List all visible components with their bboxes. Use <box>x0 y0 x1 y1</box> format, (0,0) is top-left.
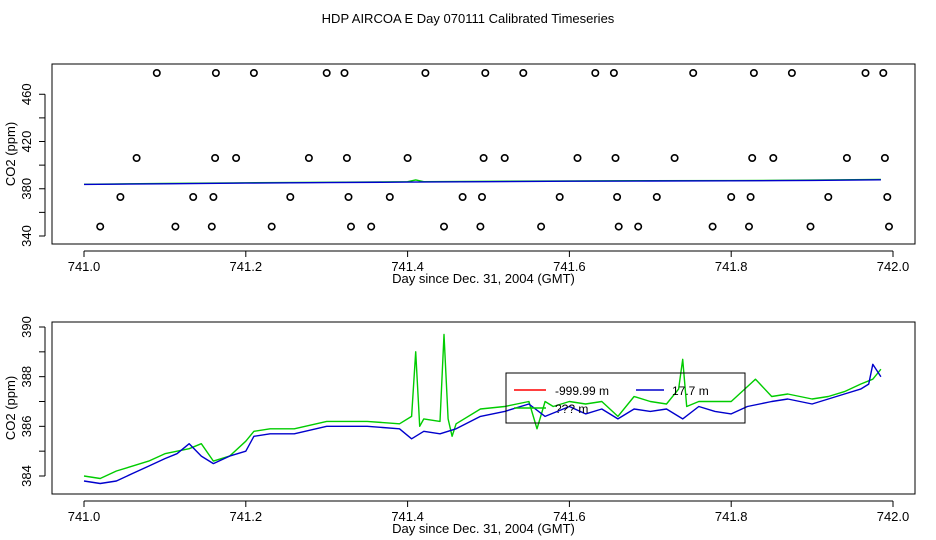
x-tick-label: 741.2 <box>230 509 263 524</box>
y-tick-label: 384 <box>19 465 34 487</box>
data-point <box>861 69 870 78</box>
data-point <box>367 222 376 231</box>
data-point <box>116 193 125 202</box>
data-point <box>340 69 349 78</box>
data-point <box>519 69 528 78</box>
x-tick-label: 741.2 <box>230 259 263 274</box>
data-point <box>479 154 488 163</box>
data-point <box>232 154 241 163</box>
x-tick-label: 741.8 <box>715 259 748 274</box>
data-point <box>342 154 351 163</box>
data-point <box>634 222 643 231</box>
x-tick-label: 741.4 <box>391 259 424 274</box>
y-tick-label: 420 <box>19 131 34 153</box>
data-point <box>609 69 618 78</box>
x-tick-label: 742.0 <box>877 259 910 274</box>
x-tick-label: 741.4 <box>391 509 424 524</box>
data-point <box>611 154 620 163</box>
data-point <box>591 69 600 78</box>
data-point <box>883 193 892 202</box>
plot-frame <box>51 63 916 245</box>
series-line-1 <box>83 363 882 485</box>
data-point <box>481 69 490 78</box>
data-point <box>748 154 757 163</box>
series-line-blue <box>83 179 881 186</box>
data-point <box>613 193 622 202</box>
x-tick-label: 741.8 <box>715 509 748 524</box>
x-axis-label: Day since Dec. 31, 2004 (GMT) <box>392 521 575 536</box>
data-point <box>842 154 851 163</box>
data-point <box>500 154 509 163</box>
data-point <box>806 222 815 231</box>
plot-frame <box>51 321 916 495</box>
data-point <box>458 193 467 202</box>
x-tick-label: 741.6 <box>553 509 586 524</box>
x-axis-label: Day since Dec. 31, 2004 (GMT) <box>392 271 575 286</box>
data-point <box>769 154 778 163</box>
data-point <box>211 154 220 163</box>
x-tick-label: 742.0 <box>877 509 910 524</box>
y-tick-label: 386 <box>19 415 34 437</box>
data-point <box>670 154 679 163</box>
data-point <box>249 69 258 78</box>
data-point <box>346 222 355 231</box>
data-point <box>211 69 220 78</box>
data-point <box>403 154 412 163</box>
data-point <box>304 154 313 163</box>
data-point <box>746 193 755 202</box>
data-point <box>689 69 698 78</box>
x-tick-label: 741.6 <box>553 259 586 274</box>
legend: -999.99 m 17.7 m ??? m <box>505 372 746 424</box>
legend-label: ??? m <box>555 402 588 416</box>
data-point <box>267 222 276 231</box>
data-point <box>555 193 564 202</box>
data-point <box>652 193 661 202</box>
data-point <box>96 222 105 231</box>
data-point <box>708 222 717 231</box>
data-point <box>884 222 893 231</box>
y-tick-label: 340 <box>19 225 34 247</box>
data-point <box>573 154 582 163</box>
data-point <box>189 193 198 202</box>
y-tick-label: 460 <box>19 83 34 105</box>
data-point <box>727 193 736 202</box>
data-point <box>477 193 486 202</box>
legend-label: -999.99 m <box>555 384 609 398</box>
y-axis-label: CO2 (ppm) <box>3 122 18 186</box>
data-point <box>879 69 888 78</box>
data-point <box>344 193 353 202</box>
data-point <box>286 193 295 202</box>
data-point <box>152 69 161 78</box>
bottom-line-panel: 741.0 741.2 741.4 741.6 741.8 742.0 Day since … <box>3 316 916 536</box>
legend-label: 17.7 m <box>672 384 709 398</box>
y-tick-label: 380 <box>19 178 34 200</box>
data-point <box>439 222 448 231</box>
legend-box <box>505 372 746 424</box>
data-point <box>787 69 796 78</box>
data-point <box>880 154 889 163</box>
y-tick-label: 390 <box>19 316 34 338</box>
data-point <box>171 222 180 231</box>
data-point <box>132 154 141 163</box>
top-scatter-panel: 741.0 741.2 741.4 741.6 741.8 742.0 Day since … <box>3 63 916 286</box>
data-point <box>537 222 546 231</box>
figure-title: HDP AIRCOA E Day 070111 Calibrated Times… <box>322 11 615 26</box>
data-point <box>385 193 394 202</box>
data-point <box>749 69 758 78</box>
data-point <box>322 69 331 78</box>
data-point <box>824 193 833 202</box>
x-tick-label: 741.0 <box>68 259 101 274</box>
y-tick-label: 388 <box>19 366 34 388</box>
y-axis-label: CO2 (ppm) <box>3 376 18 440</box>
data-point <box>207 222 216 231</box>
data-point <box>421 69 430 78</box>
data-point <box>614 222 623 231</box>
data-point <box>209 193 218 202</box>
x-tick-label: 741.0 <box>68 509 101 524</box>
data-point <box>744 222 753 231</box>
data-point <box>476 222 485 231</box>
